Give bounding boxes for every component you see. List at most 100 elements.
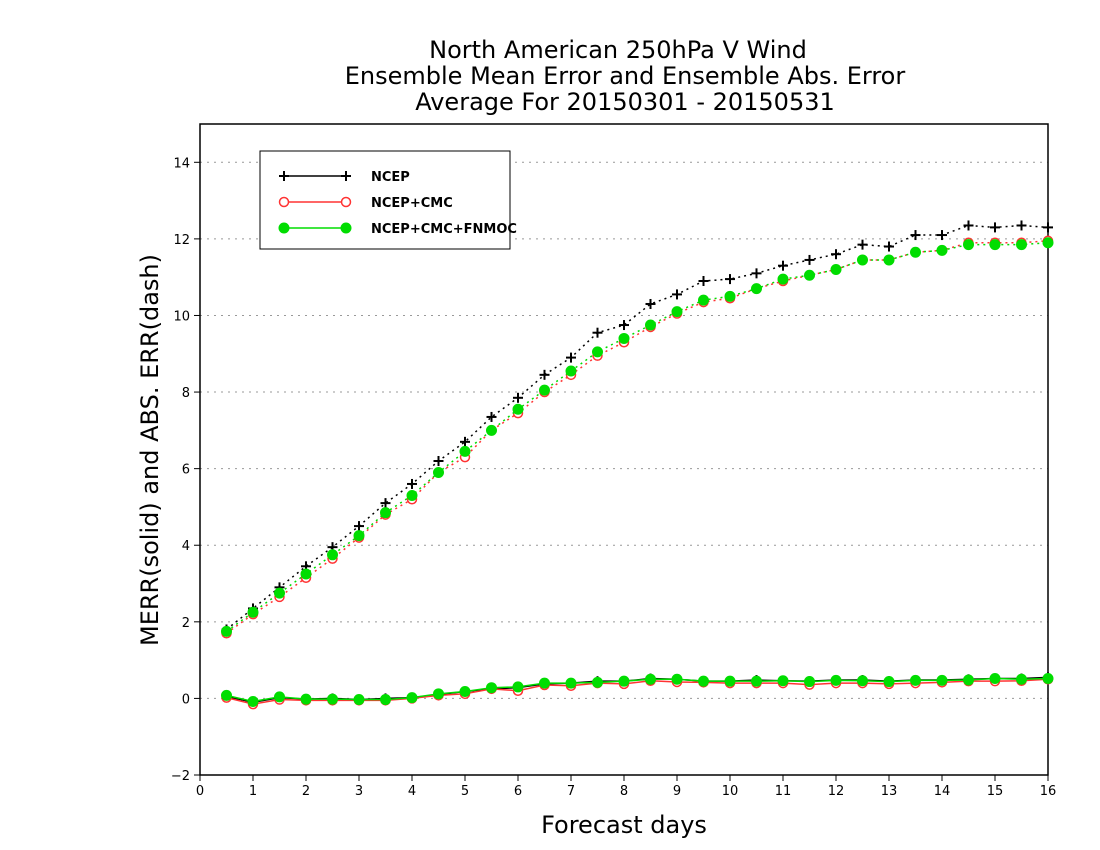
title-line-2: Ensemble Mean Error and Ensemble Abs. Er… [345,62,906,90]
legend-marker [341,171,351,181]
mean-err-point [936,674,948,686]
mean-err-point [989,672,1001,684]
mean-err-point [751,675,762,687]
mean-err-point [406,692,418,704]
x-tick-label: 15 [987,784,1004,799]
legend-box [259,150,511,250]
series-ncep-cmc-fnmoc [221,237,1054,707]
abs-err-point [1043,222,1053,233]
mean-err-line [226,678,1049,705]
abs-err-point [857,239,868,250]
mean-err-point [857,675,868,687]
abs-err-point [963,239,974,251]
legend-marker [340,196,352,208]
chart-title: North American 250hPa V Wind Ensemble Me… [345,36,906,116]
mean-err-point [380,694,391,706]
mean-err-point [618,675,630,687]
abs-err-point [380,507,391,519]
legend-label: NCEP [371,170,410,185]
abs-err-point [725,274,735,285]
legend-item: NCEP+CMC [278,196,453,211]
abs-err-point [990,222,1000,233]
x-tick-label: 1 [249,784,257,799]
legend-marker [279,171,289,181]
abs-err-point [884,241,894,252]
mean-err-point [221,689,232,701]
x-axis-label: Forecast days [541,811,707,839]
abs-err-point [539,384,550,396]
series-ncep-cmc [221,235,1054,710]
legend-item: NCEP+CMC+FNMOC [278,222,517,237]
abs-err-point [486,424,497,436]
mean-err-point [592,676,603,688]
series [221,220,1054,710]
abs-err-point [459,445,471,457]
x-tick-label: 2 [302,784,310,799]
abs-err-line [226,224,1049,631]
y-tick-label: 8 [182,386,190,401]
abs-err-point [1016,239,1027,251]
abs-err-point [804,269,815,281]
abs-err-point [592,346,603,358]
abs-err-point [724,290,736,302]
x-tick-label: 7 [567,784,575,799]
abs-err-point [513,392,523,403]
y-tick-label: 4 [182,539,190,554]
abs-err-point [910,230,921,241]
mean-err-point [963,674,974,686]
abs-err-point [433,455,444,466]
abs-err-point [592,327,603,338]
abs-err-point [645,298,656,309]
x-tick-label: 11 [775,784,792,799]
mean-err-point [910,674,921,686]
series-ncep [221,220,1053,708]
abs-err-point [619,320,629,331]
abs-err-point [221,625,232,637]
legend-marker [278,196,290,208]
y-tick-label: 14 [173,156,190,171]
title-line-3: Average For 20150301 - 20150531 [415,88,835,116]
abs-err-point [1016,220,1027,231]
x-tick-label: 4 [408,784,416,799]
abs-err-line [226,240,1049,634]
legend-item: NCEP [279,170,410,185]
x-tick-label: 14 [934,784,951,799]
mean-err-point [300,693,312,705]
abs-err-point [618,332,630,344]
y-tick-label: 12 [173,233,190,248]
abs-err-point [274,587,285,599]
mean-err-point [459,686,471,698]
legend-marker [278,222,290,234]
abs-err-point [512,403,524,415]
mean-err-point [883,676,895,688]
abs-err-point [963,220,974,231]
abs-err-point [486,411,497,422]
abs-err-point [645,319,656,331]
x-tick-label: 10 [722,784,739,799]
abs-err-point [989,239,1001,251]
abs-err-point [937,230,947,241]
mean-err-point [830,674,842,686]
abs-err-point [565,365,577,377]
abs-err-point [1042,237,1054,249]
abs-err-line [226,241,1049,633]
mean-err-point [433,688,444,700]
legend: NCEP NCEP+CMC NCEP+CMC+FNMOC [259,150,517,250]
x-tick-label: 3 [355,784,363,799]
x-tick-label: 12 [828,784,845,799]
abs-err-point [672,289,682,300]
abs-err-point [353,530,365,542]
abs-err-point [247,606,259,618]
abs-err-point [460,436,470,447]
abs-err-point [831,249,841,260]
abs-err-point [566,352,576,363]
abs-err-point [406,489,418,501]
mean-err-point [539,677,550,689]
abs-err-point [804,254,815,265]
mean-err-point [671,673,683,685]
y-tick-label: 6 [182,463,190,478]
abs-err-point [751,268,762,279]
legend-label: NCEP+CMC+FNMOC [371,222,517,237]
